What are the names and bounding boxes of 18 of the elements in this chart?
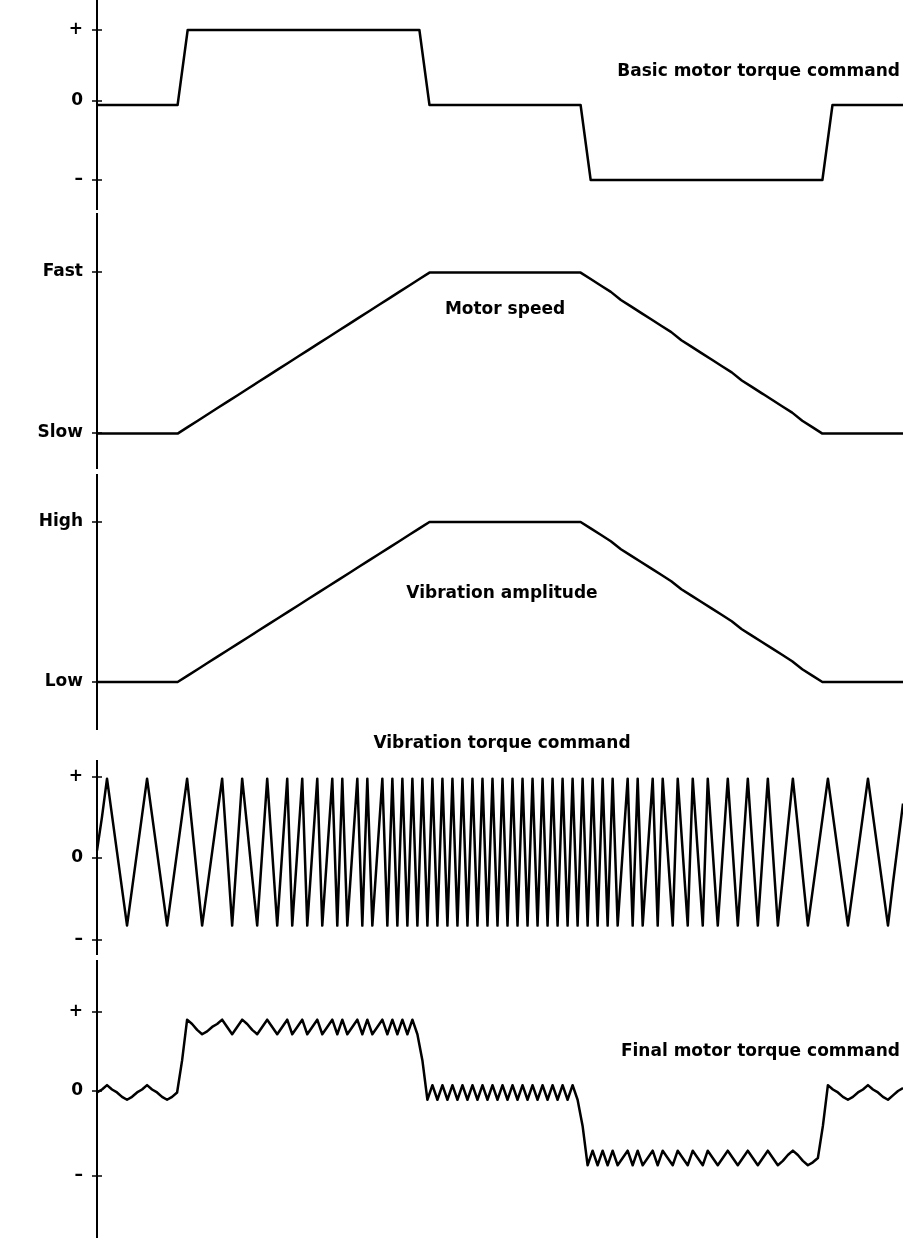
text: Fast <box>42 260 83 281</box>
text: – <box>74 928 83 949</box>
text: Low <box>44 670 84 691</box>
chart-title: Vibration torque command <box>373 732 631 753</box>
text: High <box>38 510 83 531</box>
text: 0 <box>71 1079 84 1100</box>
text: 0 <box>71 846 84 867</box>
text: Motor speed <box>444 298 566 319</box>
text: + <box>68 765 83 786</box>
text: Slow <box>37 421 84 442</box>
text: + <box>68 1000 83 1021</box>
text: Basic motor torque command <box>617 60 900 81</box>
text: – <box>74 1164 83 1185</box>
text: + <box>68 18 83 39</box>
text: Final motor torque command <box>620 1040 900 1061</box>
text: – <box>74 168 83 189</box>
text: Vibration amplitude <box>406 582 598 603</box>
text: 0 <box>71 89 84 110</box>
